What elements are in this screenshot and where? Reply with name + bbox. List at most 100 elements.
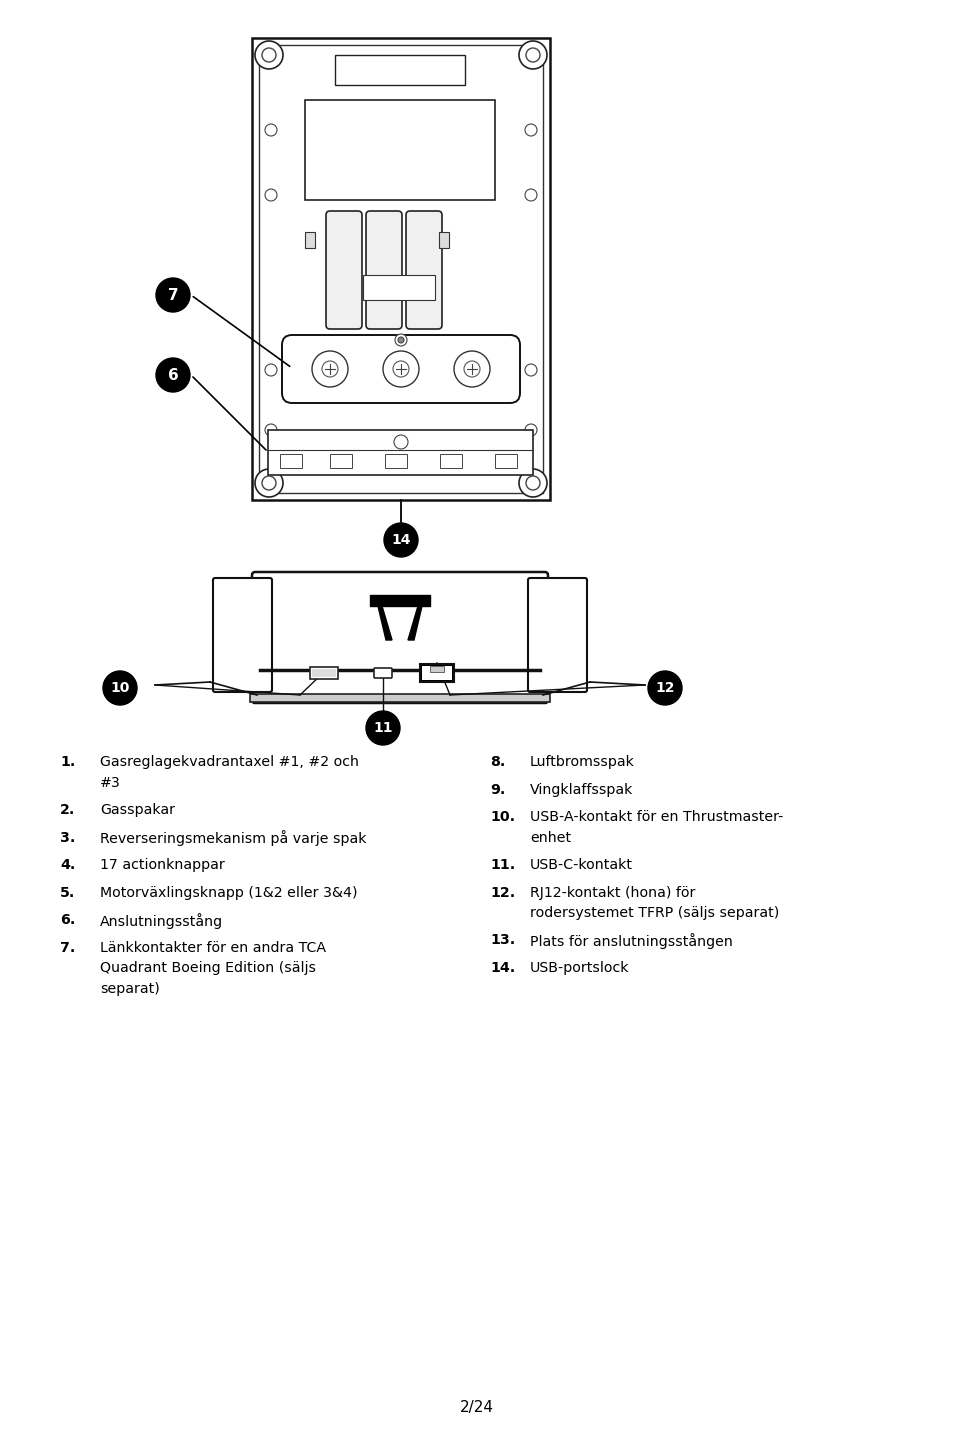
Text: RJ12-kontakt (hona) för: RJ12-kontakt (hona) för [530, 885, 695, 899]
Circle shape [518, 470, 546, 497]
Circle shape [156, 358, 190, 392]
Text: 11.: 11. [490, 858, 515, 872]
Bar [280, 454, 302, 468]
Polygon shape [408, 606, 421, 640]
Text: 6: 6 [168, 368, 178, 382]
Text: 14: 14 [391, 533, 411, 547]
Text: 1.: 1. [60, 755, 75, 769]
Text: Quadrant Boeing Edition (säljs: Quadrant Boeing Edition (säljs [100, 961, 315, 975]
Circle shape [262, 49, 275, 62]
Bar [363, 275, 435, 299]
Text: Anslutningsstång: Anslutningsstång [100, 914, 223, 929]
Circle shape [524, 364, 537, 377]
Polygon shape [377, 606, 392, 640]
Circle shape [382, 351, 418, 387]
Circle shape [265, 424, 276, 435]
Text: Länkkontakter för en andra TCA: Länkkontakter för en andra TCA [100, 941, 326, 955]
Bar [421, 666, 452, 680]
Text: 17 actionknappar: 17 actionknappar [100, 858, 225, 872]
Circle shape [524, 189, 537, 200]
Text: 5.: 5. [60, 885, 75, 899]
Circle shape [463, 361, 479, 377]
Text: rodersystemet TFRP (säljs separat): rodersystemet TFRP (säljs separat) [530, 906, 779, 919]
Text: USB-portslock: USB-portslock [530, 961, 629, 975]
Circle shape [525, 475, 539, 490]
FancyBboxPatch shape [527, 579, 586, 692]
Bar [335, 54, 464, 84]
Text: 2/24: 2/24 [459, 1400, 494, 1415]
Bar [310, 667, 337, 679]
Text: 10.: 10. [490, 811, 515, 823]
Circle shape [254, 470, 283, 497]
Text: 12: 12 [655, 682, 674, 695]
Circle shape [265, 364, 276, 377]
Text: enhet: enhet [530, 831, 571, 845]
Circle shape [518, 42, 546, 69]
Text: 13.: 13. [490, 934, 515, 948]
Polygon shape [539, 580, 589, 695]
Text: USB-C-kontakt: USB-C-kontakt [530, 858, 633, 872]
Text: 6.: 6. [60, 914, 75, 927]
Circle shape [393, 361, 409, 377]
Bar [250, 695, 550, 702]
Text: 14.: 14. [490, 961, 515, 975]
Circle shape [394, 435, 408, 450]
Text: 3.: 3. [60, 831, 75, 845]
FancyBboxPatch shape [326, 211, 361, 329]
Text: Gasspakar: Gasspakar [100, 803, 174, 818]
FancyBboxPatch shape [406, 211, 441, 329]
FancyBboxPatch shape [213, 579, 272, 692]
Text: 12.: 12. [490, 885, 515, 899]
Bar [495, 454, 517, 468]
Bar [268, 430, 533, 475]
Text: 11: 11 [373, 720, 393, 735]
Bar [439, 454, 461, 468]
Text: 7.: 7. [60, 941, 75, 955]
Circle shape [322, 361, 337, 377]
Text: Luftbromsspak: Luftbromsspak [530, 755, 634, 769]
Bar [385, 454, 407, 468]
Text: USB-A-kontakt för en Thrustmaster-: USB-A-kontakt för en Thrustmaster- [530, 811, 782, 823]
Text: 8.: 8. [490, 755, 505, 769]
Circle shape [397, 337, 403, 344]
Text: Gasreglagekvadrantaxel #1, #2 och: Gasreglagekvadrantaxel #1, #2 och [100, 755, 358, 769]
Bar [419, 664, 454, 682]
Circle shape [524, 125, 537, 136]
Circle shape [647, 672, 681, 705]
FancyBboxPatch shape [374, 667, 392, 677]
Bar [330, 454, 352, 468]
Bar [252, 39, 550, 500]
Text: 4.: 4. [60, 858, 75, 872]
Circle shape [524, 424, 537, 435]
Circle shape [254, 42, 283, 69]
Bar [305, 100, 495, 200]
Text: 9.: 9. [490, 782, 505, 796]
Circle shape [265, 189, 276, 200]
Bar [312, 669, 335, 677]
FancyBboxPatch shape [252, 571, 547, 703]
Text: Motorväxlingsknapp (1&2 eller 3&4): Motorväxlingsknapp (1&2 eller 3&4) [100, 885, 357, 899]
Text: Plats för anslutningsstången: Plats för anslutningsstången [530, 934, 732, 949]
Circle shape [103, 672, 137, 705]
Text: Reverseringsmekanism på varje spak: Reverseringsmekanism på varje spak [100, 831, 366, 846]
Circle shape [312, 351, 348, 387]
Text: separat): separat) [100, 981, 159, 995]
Bar [430, 666, 443, 672]
Text: 7: 7 [168, 288, 178, 302]
Bar [305, 232, 314, 248]
Circle shape [525, 49, 539, 62]
Polygon shape [210, 580, 260, 695]
FancyBboxPatch shape [282, 335, 519, 402]
Circle shape [265, 125, 276, 136]
Bar [258, 44, 542, 493]
Circle shape [454, 351, 490, 387]
Text: Vingklaffsspak: Vingklaffsspak [530, 782, 633, 796]
Bar [438, 232, 449, 248]
FancyBboxPatch shape [366, 211, 401, 329]
Circle shape [384, 523, 417, 557]
Text: #3: #3 [100, 776, 121, 789]
Circle shape [366, 712, 399, 745]
Circle shape [395, 334, 407, 347]
Text: 2.: 2. [60, 803, 75, 818]
Circle shape [262, 475, 275, 490]
